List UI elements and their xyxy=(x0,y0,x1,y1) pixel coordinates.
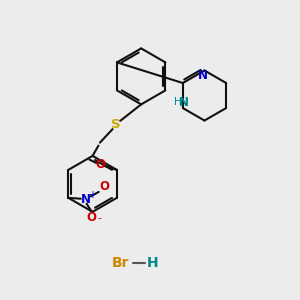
Text: O: O xyxy=(86,211,96,224)
Text: H: H xyxy=(174,97,182,106)
Text: N: N xyxy=(198,69,208,82)
Text: H: H xyxy=(147,256,159,270)
Text: N: N xyxy=(81,193,91,206)
Text: O: O xyxy=(100,181,110,194)
Text: N: N xyxy=(179,96,189,109)
Text: +: + xyxy=(88,190,96,200)
Text: -: - xyxy=(97,214,101,224)
Text: Br: Br xyxy=(112,256,129,270)
Text: S: S xyxy=(111,118,121,131)
Text: O: O xyxy=(96,158,106,171)
